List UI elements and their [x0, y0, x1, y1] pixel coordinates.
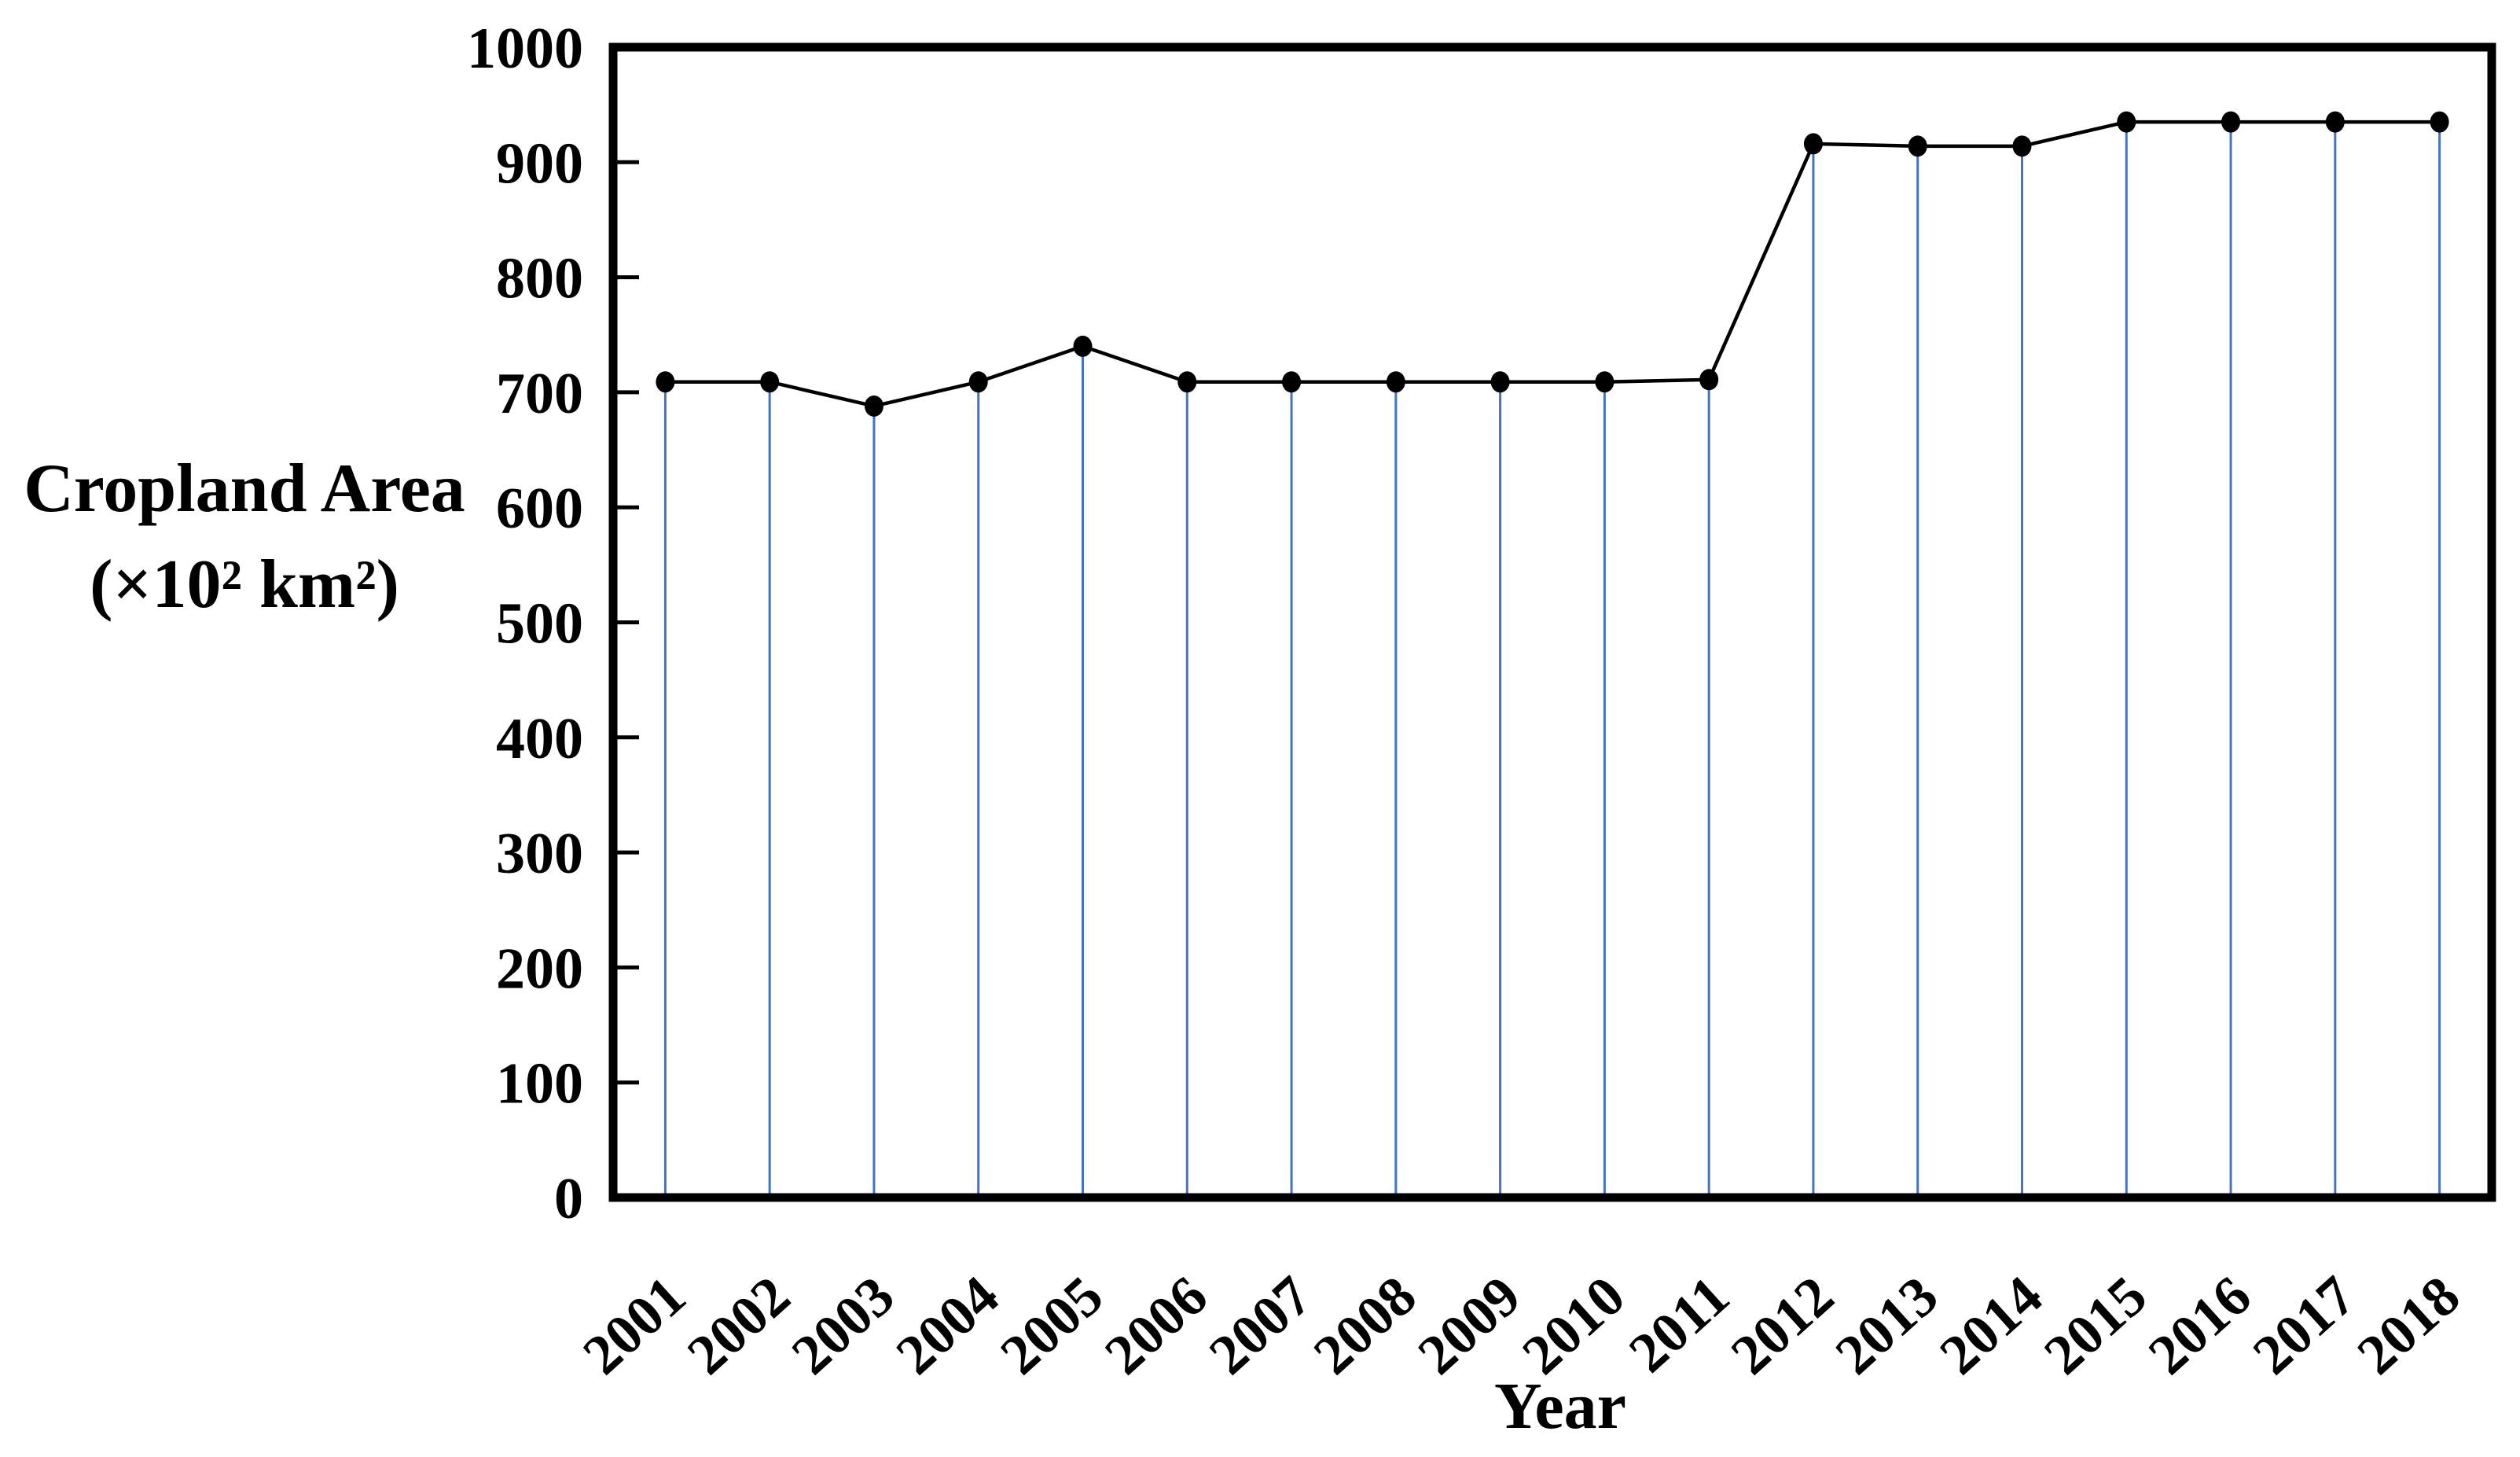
x-tick-label-2010: 2010	[1511, 1264, 1637, 1386]
x-tick-label-2004: 2004	[884, 1264, 1011, 1386]
data-point-2015	[2117, 111, 2136, 133]
data-point-2008	[1386, 371, 1405, 393]
data-point-2001	[656, 371, 675, 393]
y-tick-label-1000: 1000	[467, 17, 583, 81]
data-point-2010	[1595, 371, 1614, 393]
plot-area: 0 100 200 300 400 500 600 700 800 900 1000 20012002…	[467, 17, 2496, 1386]
x-tick-label-2014: 2014	[1928, 1264, 2055, 1386]
data-point-2003	[864, 395, 883, 417]
x-tick-label-2005: 2005	[989, 1264, 1115, 1386]
y-tick-label-600: 600	[496, 476, 583, 541]
data-point-2002	[760, 371, 780, 393]
data-point-2017	[2325, 111, 2345, 133]
x-tick-label-2017: 2017	[2241, 1264, 2368, 1386]
x-tick-label-2006: 2006	[1093, 1264, 1219, 1386]
y-tick-label-100: 100	[496, 1052, 583, 1117]
data-point-2004	[968, 371, 988, 393]
y-tick-label-0: 0	[554, 1167, 583, 1231]
x-tick-label-2012: 2012	[1719, 1264, 1846, 1386]
data-point-2013	[1908, 135, 1927, 157]
data-point-2011	[1699, 369, 1719, 391]
y-tick-label-800: 800	[496, 247, 583, 311]
y-tick-label-400: 400	[496, 707, 583, 771]
y-axis-title-line1: Cropland Area	[24, 451, 465, 527]
y-tick-label-900: 900	[496, 131, 583, 196]
x-tick-label-2002: 2002	[675, 1264, 802, 1386]
x-tick-label-2007: 2007	[1197, 1264, 1324, 1386]
data-point-2005	[1073, 335, 1093, 357]
data-point-2006	[1177, 371, 1197, 393]
x-axis-title: Year	[1494, 1370, 1626, 1443]
y-tick-label-200: 200	[496, 936, 583, 1001]
x-tick-label-2001: 2001	[571, 1264, 698, 1386]
x-tick-label-2008: 2008	[1302, 1264, 1428, 1386]
data-point-2016	[2221, 111, 2241, 133]
data-line	[665, 120, 2440, 408]
data-point-2014	[2012, 135, 2032, 157]
x-tick-label-2011: 2011	[1617, 1264, 1741, 1384]
y-tick-label-300: 300	[496, 822, 583, 886]
x-tick-label-2016: 2016	[2136, 1264, 2263, 1386]
x-tick-label-2013: 2013	[1824, 1264, 1950, 1386]
data-point-2009	[1490, 371, 1510, 393]
y-axis-title-line2: (×10² km²)	[90, 546, 399, 623]
data-point-2018	[2430, 111, 2449, 133]
x-tick-label-2018: 2018	[2346, 1264, 2472, 1386]
data-point-2012	[1803, 133, 1823, 155]
data-point-2007	[1282, 371, 1302, 393]
y-tick-label-700: 700	[496, 362, 583, 426]
x-tick-label-2015: 2015	[2032, 1264, 2158, 1386]
x-tick-label-2009: 2009	[1406, 1264, 1533, 1386]
x-tick-label-2003: 2003	[780, 1264, 906, 1386]
y-tick-label-500: 500	[496, 592, 583, 657]
plot-frame	[608, 42, 2496, 1202]
